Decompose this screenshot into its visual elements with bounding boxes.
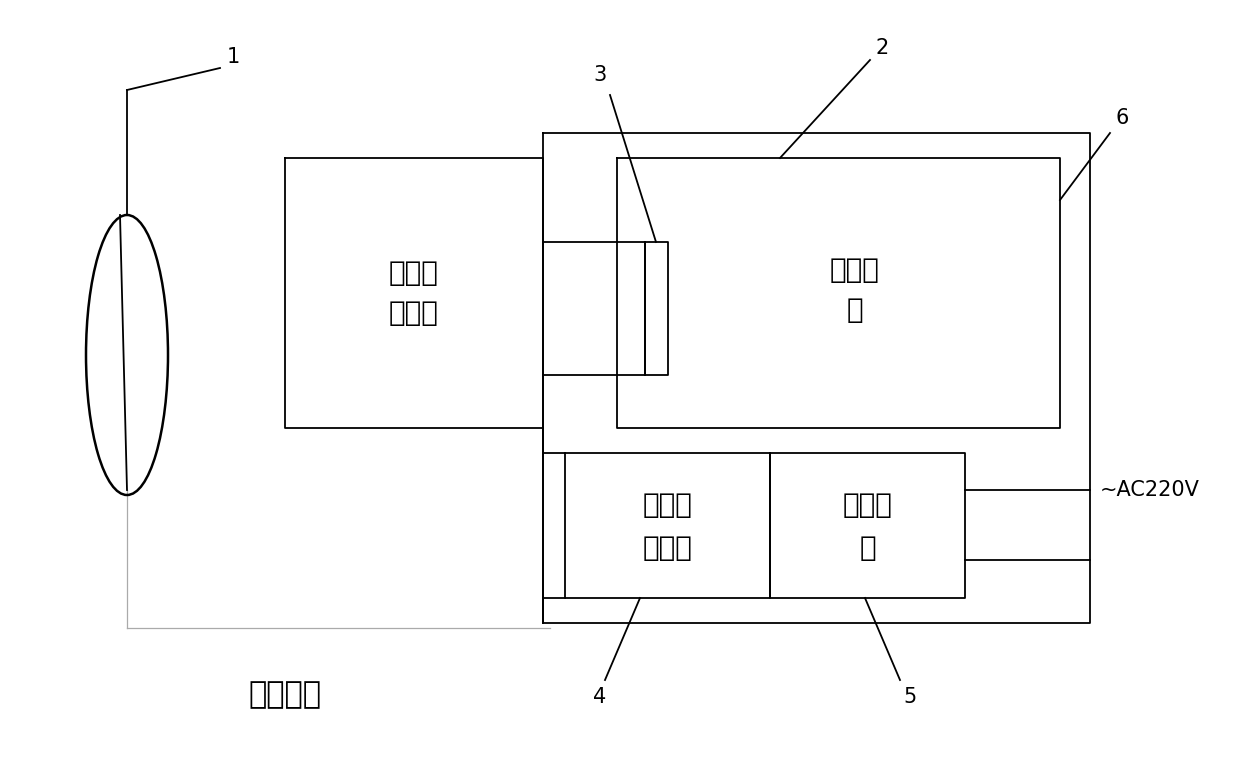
Text: 2: 2 [875,38,889,58]
Text: 5: 5 [904,687,916,707]
Text: 6: 6 [1115,108,1128,128]
Text: 消谐模: 消谐模 [830,256,880,284]
Text: 4: 4 [594,687,606,707]
Text: 3: 3 [594,65,606,85]
Text: 励磁涌流: 励磁涌流 [248,681,321,710]
Text: 谐振判: 谐振判 [642,491,692,519]
Text: 电源模: 电源模 [842,491,893,519]
Text: 块: 块 [859,534,875,562]
Text: ~AC220V: ~AC220V [1100,480,1200,500]
Text: 断模块: 断模块 [642,534,692,562]
Text: 块: 块 [847,296,863,324]
Text: 开口三: 开口三 [389,259,439,287]
Text: 角回路: 角回路 [389,299,439,327]
Text: 1: 1 [227,47,239,67]
